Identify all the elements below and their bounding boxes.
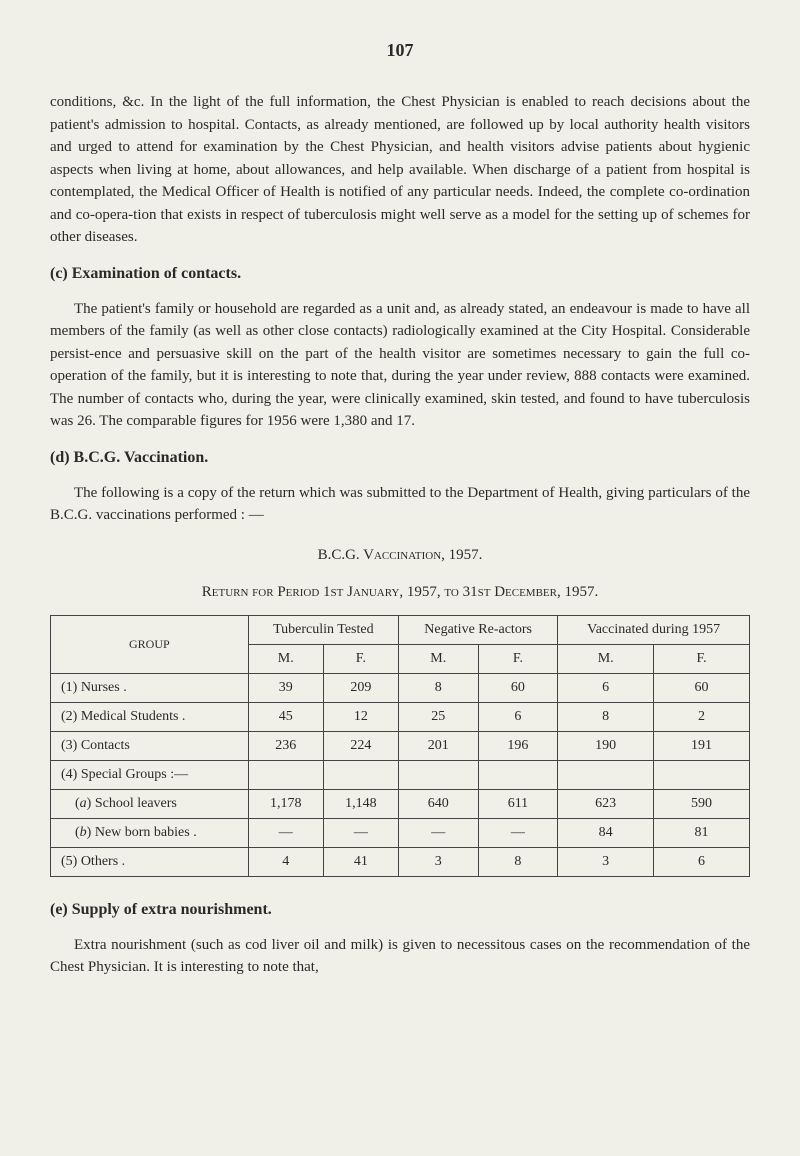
cell-tm [248,760,323,789]
cell-vf: 2 [654,702,750,731]
row-label: (b) New born babies . [51,818,249,847]
cell-vm: 623 [558,789,654,818]
table-row: (1) Nurses .39209860660 [51,673,750,702]
paragraph-d: The following is a copy of the return wh… [50,482,750,527]
cell-tm: — [248,818,323,847]
col-nf: F. [478,644,558,673]
heading-e: (e) Supply of extra nourishment. [50,901,750,919]
cell-tf: — [323,818,398,847]
table-row: (3) Contacts236224201196190191 [51,731,750,760]
heading-c: (c) Examination of contacts. [50,265,750,283]
cell-tm: 4 [248,847,323,876]
cell-vm [558,760,654,789]
paragraph-e: Extra nourishment (such as cod liver oil… [50,934,750,979]
cell-nf: 8 [478,847,558,876]
cell-nm: 25 [398,702,478,731]
cell-nm: 201 [398,731,478,760]
cell-vm: 190 [558,731,654,760]
cell-vm: 3 [558,847,654,876]
cell-nm: 8 [398,673,478,702]
row-label: (a) School leavers [51,789,249,818]
cell-tm: 39 [248,673,323,702]
table-title-2: Return for Period 1st January, 1957, to … [50,584,750,601]
cell-vf: 60 [654,673,750,702]
row-label: (1) Nurses . [51,673,249,702]
cell-nm: 640 [398,789,478,818]
col-group: GROUP [51,615,249,673]
cell-tf: 41 [323,847,398,876]
cell-nm: — [398,818,478,847]
cell-vf [654,760,750,789]
cell-vm: 84 [558,818,654,847]
col-vf: F. [654,644,750,673]
cell-nf: 611 [478,789,558,818]
paragraph-intro: conditions, &c. In the light of the full… [50,91,750,249]
col-tf: F. [323,644,398,673]
col-negative: Negative Re-actors [398,615,557,644]
col-tm: M. [248,644,323,673]
table-row: (a) School leavers1,1781,148640611623590 [51,789,750,818]
cell-tf: 12 [323,702,398,731]
table-row: (4) Special Groups :— [51,760,750,789]
cell-tf [323,760,398,789]
table-row: (b) New born babies .————8481 [51,818,750,847]
cell-nf: 196 [478,731,558,760]
col-tuberculin: Tuberculin Tested [248,615,398,644]
heading-d: (d) B.C.G. Vaccination. [50,449,750,467]
table-row: (5) Others .4413836 [51,847,750,876]
cell-nm: 3 [398,847,478,876]
col-vaccinated: Vaccinated during 1957 [558,615,750,644]
row-label: (4) Special Groups :— [51,760,249,789]
cell-nf [478,760,558,789]
cell-vf: 590 [654,789,750,818]
vaccination-table: GROUP Tuberculin Tested Negative Re-acto… [50,615,750,877]
cell-nf: 6 [478,702,558,731]
cell-vm: 8 [558,702,654,731]
row-label: (2) Medical Students . [51,702,249,731]
cell-tf: 1,148 [323,789,398,818]
cell-nf: 60 [478,673,558,702]
row-label: (5) Others . [51,847,249,876]
document-page: 107 conditions, &c. In the light of the … [0,0,800,1045]
cell-tm: 236 [248,731,323,760]
cell-tm: 45 [248,702,323,731]
col-vm: M. [558,644,654,673]
cell-vf: 6 [654,847,750,876]
cell-tm: 1,178 [248,789,323,818]
cell-vf: 81 [654,818,750,847]
table-body: (1) Nurses .39209860660(2) Medical Stude… [51,673,750,876]
page-number: 107 [50,40,750,61]
table-row: (2) Medical Students .451225682 [51,702,750,731]
cell-nm [398,760,478,789]
table-header-row-1: GROUP Tuberculin Tested Negative Re-acto… [51,615,750,644]
cell-vf: 191 [654,731,750,760]
col-nm: M. [398,644,478,673]
cell-tf: 209 [323,673,398,702]
cell-tf: 224 [323,731,398,760]
table-title-1: B.C.G. Vaccination, 1957. [50,547,750,564]
paragraph-c: The patient's family or household are re… [50,298,750,433]
cell-nf: — [478,818,558,847]
cell-vm: 6 [558,673,654,702]
row-label: (3) Contacts [51,731,249,760]
